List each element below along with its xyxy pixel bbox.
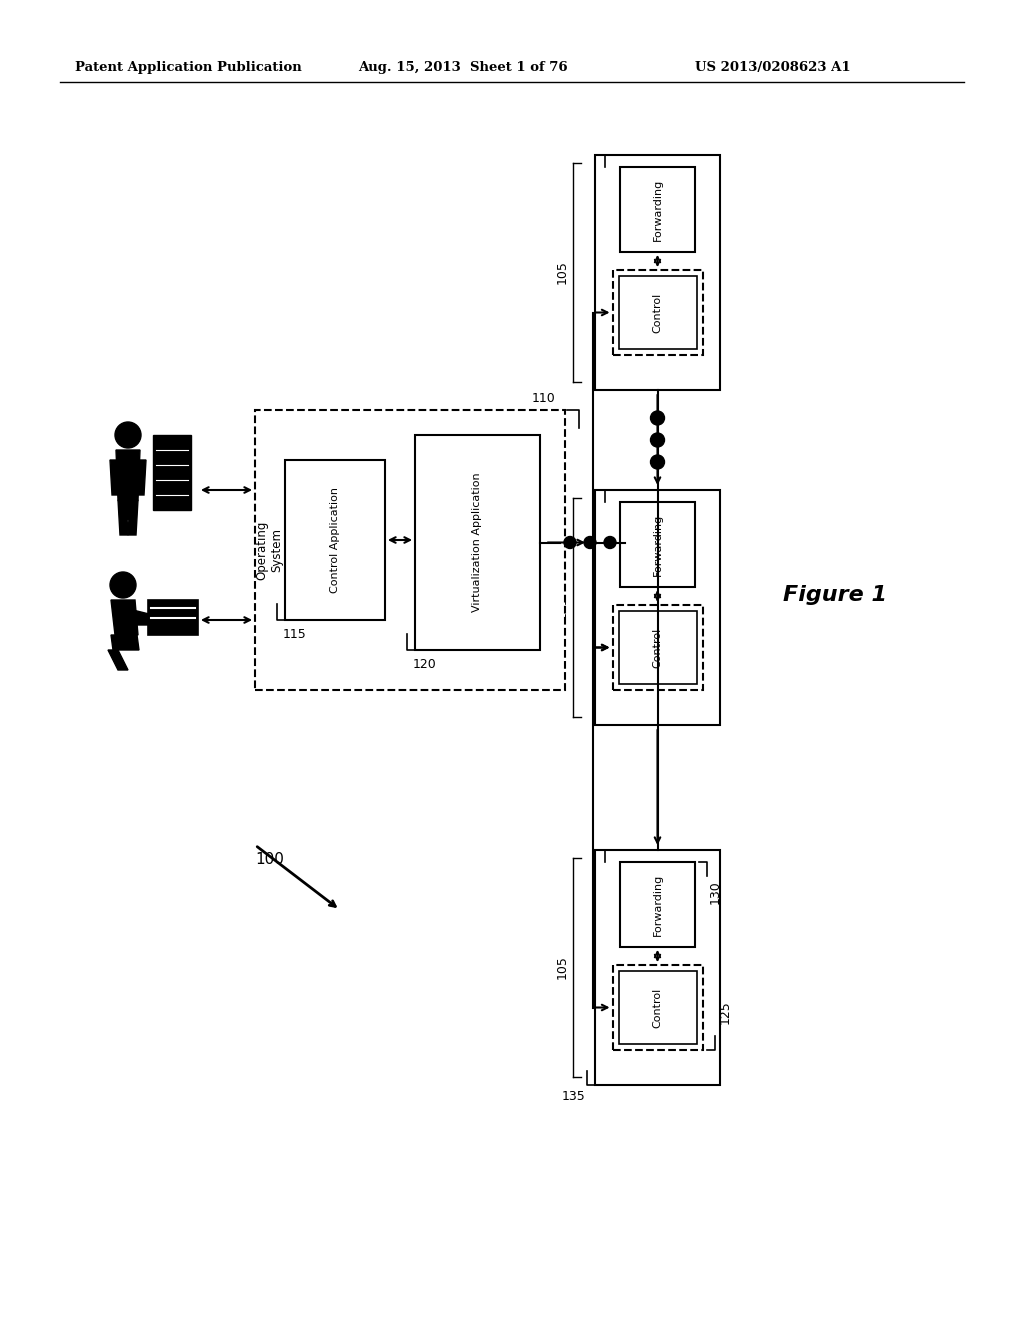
Polygon shape — [110, 459, 120, 495]
Bar — [618, 972, 696, 1044]
Bar — [618, 611, 696, 684]
Circle shape — [650, 411, 665, 425]
Circle shape — [115, 422, 141, 447]
Bar — [285, 459, 385, 620]
Bar — [255, 411, 565, 690]
Polygon shape — [111, 635, 139, 649]
Bar — [415, 436, 540, 649]
Circle shape — [604, 536, 616, 549]
Text: Control: Control — [652, 987, 663, 1028]
Bar — [612, 605, 702, 690]
Bar — [612, 965, 702, 1049]
Bar — [618, 276, 696, 348]
Circle shape — [564, 536, 575, 549]
Text: 135: 135 — [561, 1090, 585, 1104]
Bar — [612, 271, 702, 355]
Bar — [595, 154, 720, 389]
Text: 120: 120 — [413, 657, 437, 671]
Text: 105: 105 — [556, 956, 569, 979]
Text: US 2013/0208623 A1: US 2013/0208623 A1 — [695, 62, 851, 74]
Circle shape — [110, 572, 136, 598]
Bar — [620, 168, 695, 252]
Polygon shape — [108, 649, 128, 671]
Text: 115: 115 — [283, 628, 307, 642]
Text: Control: Control — [652, 627, 663, 668]
Text: Aug. 15, 2013  Sheet 1 of 76: Aug. 15, 2013 Sheet 1 of 76 — [358, 62, 567, 74]
Text: Operating
System: Operating System — [255, 520, 283, 579]
Bar — [620, 862, 695, 946]
Bar — [595, 850, 720, 1085]
Polygon shape — [118, 500, 128, 535]
Text: 105: 105 — [556, 260, 569, 284]
Text: Control Application: Control Application — [330, 487, 340, 593]
Text: 125: 125 — [719, 999, 731, 1023]
Text: Figure 1: Figure 1 — [783, 585, 887, 605]
Bar — [153, 436, 191, 510]
Polygon shape — [116, 450, 140, 520]
Text: Forwarding: Forwarding — [652, 874, 663, 936]
Text: Patent Application Publication: Patent Application Publication — [75, 62, 302, 74]
Polygon shape — [133, 610, 155, 624]
Text: Forwarding: Forwarding — [652, 513, 663, 576]
Text: 105: 105 — [556, 595, 569, 619]
Text: 100: 100 — [255, 853, 284, 867]
Polygon shape — [128, 500, 138, 535]
Text: 110: 110 — [531, 392, 555, 405]
Bar — [595, 490, 720, 725]
Circle shape — [584, 536, 596, 549]
Circle shape — [650, 455, 665, 469]
Text: Forwarding: Forwarding — [652, 178, 663, 240]
Polygon shape — [136, 459, 146, 495]
Circle shape — [650, 433, 665, 447]
Polygon shape — [111, 601, 138, 635]
Text: Virtualization Application: Virtualization Application — [472, 473, 482, 612]
Text: Control: Control — [652, 292, 663, 333]
Bar — [148, 601, 198, 635]
Text: 130: 130 — [709, 880, 722, 904]
Bar — [620, 502, 695, 587]
